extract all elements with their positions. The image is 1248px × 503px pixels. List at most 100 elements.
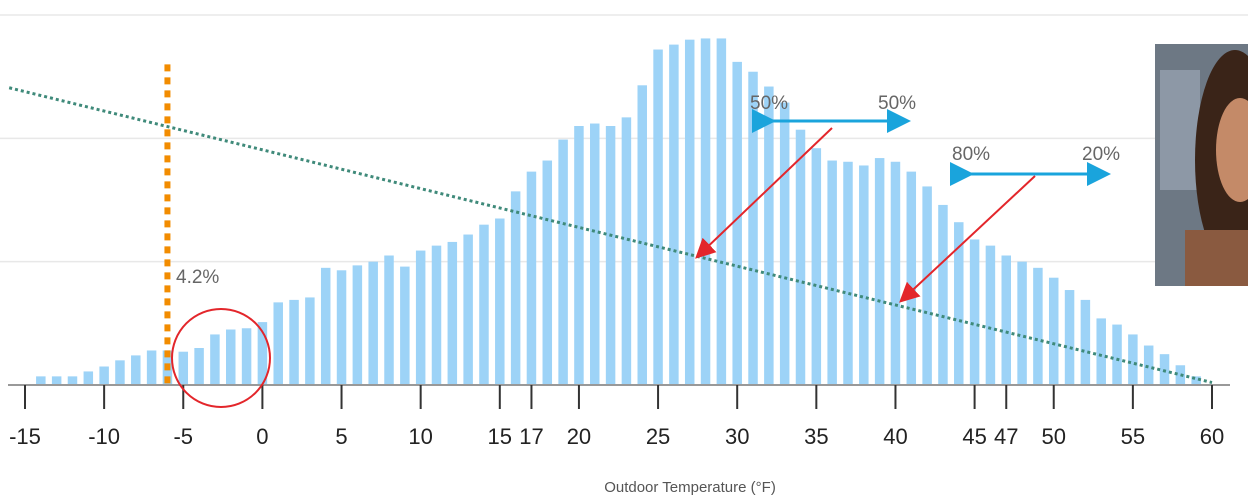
- bar: [985, 245, 996, 385]
- bar: [1175, 365, 1186, 385]
- bar: [890, 161, 901, 385]
- bar: [146, 350, 157, 385]
- bar: [922, 186, 932, 385]
- x-tick-label: 25: [646, 424, 670, 449]
- x-tick-label: 55: [1121, 424, 1145, 449]
- bar: [210, 334, 220, 385]
- bar: [764, 86, 774, 386]
- annotation: 80%: [952, 144, 990, 165]
- x-tick-label: 47: [994, 424, 1018, 449]
- bar: [67, 376, 78, 385]
- bar: [827, 160, 837, 385]
- overlay: -15 -10 -5 0 5 10 15 17 20 25 30 35 40 45 47 50 55 60: [8, 64, 1230, 449]
- arrow: [695, 127, 833, 259]
- bar: [542, 160, 553, 385]
- arrow: [899, 175, 1036, 303]
- bar: [36, 376, 46, 385]
- bar: [811, 148, 822, 385]
- annotation: 4.2%: [176, 267, 219, 288]
- x-tick-label: 45: [962, 424, 986, 449]
- bar: [368, 261, 378, 385]
- bar: [795, 129, 806, 385]
- bar: [590, 123, 600, 386]
- bar: [906, 171, 917, 385]
- bar: [131, 355, 141, 385]
- bar: [352, 265, 363, 385]
- bar: [1096, 318, 1106, 385]
- x-tick-label: 17: [519, 424, 543, 449]
- bar: [843, 161, 853, 385]
- bar: [495, 218, 505, 385]
- bars: [36, 38, 1201, 386]
- x-tick-label: 30: [725, 424, 749, 449]
- bar: [526, 171, 537, 385]
- bar: [1143, 345, 1154, 385]
- bar: [748, 71, 758, 385]
- bar: [194, 348, 204, 385]
- bar: [684, 39, 695, 386]
- bar: [574, 126, 584, 385]
- bar: [415, 250, 426, 385]
- bar: [305, 297, 315, 385]
- bar: [1080, 299, 1091, 385]
- annotation: 20%: [1082, 144, 1120, 165]
- x-tick-label: 40: [883, 424, 907, 449]
- bar: [463, 234, 473, 385]
- bar: [320, 267, 331, 385]
- bar: [732, 61, 742, 385]
- bar: [716, 38, 727, 385]
- bar: [1001, 255, 1012, 385]
- highlight-circle: [171, 308, 271, 408]
- bar: [83, 371, 94, 385]
- x-tick-label: -5: [173, 424, 193, 449]
- bar: [479, 224, 489, 385]
- x-tick-label: -10: [88, 424, 120, 449]
- bar: [653, 49, 663, 386]
- bar: [241, 328, 252, 385]
- bar: [859, 165, 869, 385]
- bar: [954, 222, 964, 385]
- bar: [178, 351, 189, 385]
- speaker-photo: [1155, 44, 1248, 286]
- bar: [431, 245, 442, 385]
- bar: [1128, 334, 1138, 385]
- bar: [1191, 376, 1201, 385]
- bar: [51, 376, 62, 385]
- bar: [257, 322, 268, 385]
- bar: [605, 126, 616, 385]
- bar: [289, 299, 299, 385]
- bar: [336, 270, 347, 385]
- bar: [99, 366, 109, 385]
- bar: [1112, 324, 1122, 385]
- bar: [558, 139, 568, 385]
- x-tick-label: 50: [1041, 424, 1065, 449]
- bar: [700, 38, 711, 385]
- bar: [969, 239, 980, 385]
- bar: [874, 158, 885, 385]
- balance-line: [8, 86, 1213, 384]
- bar: [400, 266, 410, 385]
- bar: [1064, 290, 1075, 385]
- x-tick-label: 60: [1200, 424, 1224, 449]
- bar: [1033, 267, 1043, 385]
- x-tick-label: -15: [9, 424, 41, 449]
- bar: [115, 360, 125, 385]
- bar: [669, 44, 679, 385]
- bar: [225, 329, 236, 385]
- bar: [779, 102, 790, 386]
- bar: [938, 204, 948, 385]
- bar: [637, 85, 647, 386]
- x-tick-label: 10: [408, 424, 432, 449]
- x-tick-label: 20: [567, 424, 591, 449]
- bar: [621, 117, 632, 385]
- bar: [384, 255, 394, 385]
- bar: [510, 191, 521, 385]
- x-tick-label: 0: [256, 424, 268, 449]
- bar: [1017, 261, 1027, 385]
- x-tick-label: 5: [335, 424, 347, 449]
- annotation: 50%: [878, 93, 916, 114]
- x-tick-label: 35: [804, 424, 828, 449]
- x-tick-label: 15: [488, 424, 512, 449]
- bar: [1048, 277, 1059, 385]
